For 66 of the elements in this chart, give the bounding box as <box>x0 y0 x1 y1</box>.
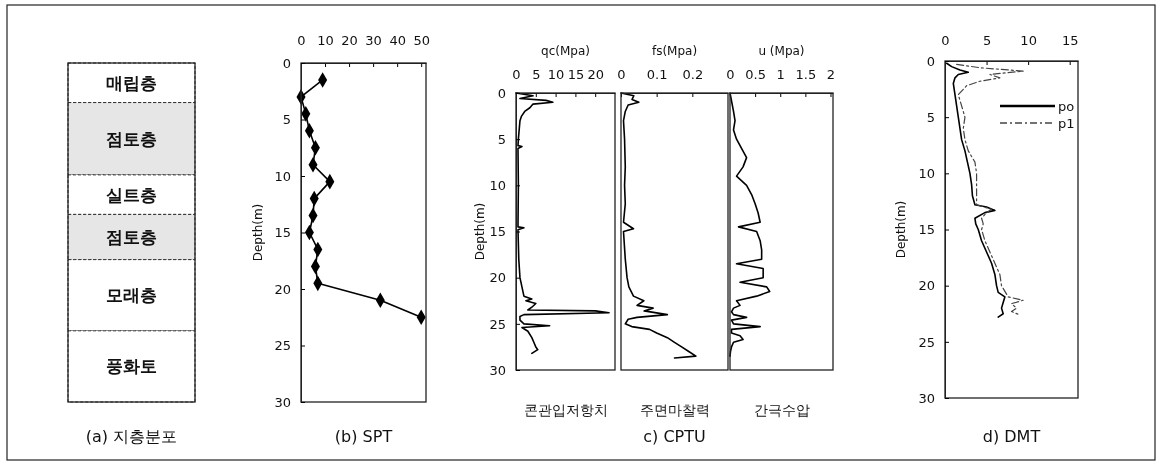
y-tick-label: 10 <box>489 177 506 193</box>
series-label: 점토층 <box>106 227 157 248</box>
y-tick-label: 10 <box>918 165 935 181</box>
y-tick-label: 5 <box>926 109 935 125</box>
y-tick-label: 15 <box>489 224 506 240</box>
text: d) DMT <box>982 427 1041 446</box>
line-series <box>956 63 1024 316</box>
y-tick-label: 15 <box>274 225 291 241</box>
y-tick-label: 15 <box>918 222 935 238</box>
x-tick-label: 5 <box>982 33 992 48</box>
x-tick-label: 0 <box>512 67 521 82</box>
x-tick-label: 15 <box>567 67 585 82</box>
text: (a) 지층분포 <box>85 427 178 446</box>
y-axis-title: Depth(m) <box>251 203 265 262</box>
y-tick-label: 25 <box>274 338 291 354</box>
y-tick-label: 5 <box>497 131 506 147</box>
y-tick-label: 20 <box>489 270 506 286</box>
y-axis-title: Depth(m) <box>894 200 908 259</box>
y-tick-label: 5 <box>282 112 291 128</box>
x-tick-label: 0 <box>297 33 306 48</box>
x-tick-label: 15 <box>1061 33 1079 48</box>
x-tick-label: 1 <box>776 67 785 82</box>
text: 간극수압 <box>753 402 810 418</box>
y-tick-label: 0 <box>282 55 291 71</box>
series-label: 점토층 <box>106 128 157 149</box>
x-tick-label: 0.5 <box>745 67 766 82</box>
y-tick-label: 0 <box>926 53 935 69</box>
series-label: 실트층 <box>106 184 157 205</box>
x-tick-label: 30 <box>365 33 382 48</box>
x-tick-label: 40 <box>389 33 406 48</box>
series-label: 풍화토 <box>106 356 157 377</box>
x-tick-label: 0 <box>617 67 626 82</box>
x-tick-label: 10 <box>547 67 565 82</box>
text: 콘관입저항치 <box>523 402 608 418</box>
x-tick-label: 20 <box>341 33 358 48</box>
y-tick-label: 30 <box>274 394 291 410</box>
y-tick-label: 10 <box>274 168 291 184</box>
series-label: 매립층 <box>106 72 157 93</box>
y-tick-label: 25 <box>918 334 935 350</box>
y-tick-label: 30 <box>918 390 935 406</box>
x-tick-label: 50 <box>413 33 430 48</box>
x-tick-label: 5 <box>532 67 541 82</box>
y-axis-title: Depth(m) <box>473 202 487 261</box>
x-axis-title: fs(Mpa) <box>651 44 698 58</box>
x-tick-label: 0.2 <box>682 67 704 82</box>
x-tick-label: 20 <box>587 67 604 82</box>
text: (b) SPT <box>334 427 393 446</box>
legend-label: po <box>1058 99 1075 114</box>
y-tick-label: 20 <box>274 281 291 297</box>
y-tick-label: 30 <box>489 362 506 378</box>
x-tick-label: 10 <box>317 33 334 48</box>
x-axis-title: qc(Mpa) <box>541 44 590 58</box>
x-tick-label: 2 <box>826 67 836 82</box>
series-label: 모래층 <box>106 285 157 306</box>
y-tick-label: 25 <box>489 316 506 332</box>
x-tick-label: 0 <box>941 33 950 48</box>
x-axis-title: u (Mpa) <box>758 44 805 58</box>
text: c) CPTU <box>643 427 706 446</box>
text: 주면마찰력 <box>639 402 710 418</box>
legend-label: p1 <box>1058 116 1075 131</box>
y-tick-label: 0 <box>497 85 506 101</box>
y-tick-label: 20 <box>918 278 935 294</box>
x-tick-label: 1.5 <box>795 67 817 82</box>
x-tick-label: 0.1 <box>646 67 668 82</box>
x-tick-label: 10 <box>1020 33 1037 48</box>
x-tick-label: 0 <box>726 67 735 82</box>
